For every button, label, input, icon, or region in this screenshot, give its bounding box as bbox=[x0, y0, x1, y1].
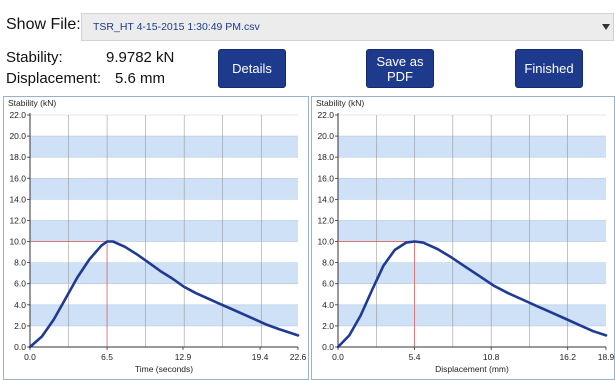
displacement-label: Displacement: bbox=[6, 70, 102, 87]
y-tick-label: 4.0 bbox=[322, 300, 334, 310]
y-tick-label: 2.0 bbox=[14, 321, 26, 331]
file-select-dropdown[interactable]: TSR_HT 4-15-2015 1:30:49 PM.csv bbox=[81, 13, 614, 41]
details-button[interactable]: Details bbox=[218, 49, 286, 88]
y-tick-label: 6.0 bbox=[14, 279, 26, 289]
grid-band bbox=[338, 220, 606, 242]
x-tick-label: 0.0 bbox=[24, 352, 36, 362]
grid-band bbox=[338, 136, 606, 158]
show-file-label: Show File: bbox=[6, 16, 81, 33]
triangle-down-icon bbox=[602, 24, 610, 30]
stability-curve bbox=[28, 240, 300, 349]
x-axis-label: Time (seconds) bbox=[135, 364, 193, 374]
y-tick-label: 12.0 bbox=[9, 215, 26, 225]
x-axis-label: Displacement (mm) bbox=[435, 364, 509, 374]
stability-vs-time-chart: 0.0 2.0 4.0 6.0 8.0 10.0 12.0 14.0 16.0 18.0 20.0 2… bbox=[3, 96, 309, 380]
y-tick-label: 20.0 bbox=[317, 131, 334, 141]
y-tick-label: 22.0 bbox=[317, 110, 334, 120]
stability-label: Stability: bbox=[6, 49, 63, 66]
file-select-value: TSR_HT 4-15-2015 1:30:49 PM.csv bbox=[93, 21, 260, 33]
x-tick-label: 0.0 bbox=[332, 352, 344, 362]
y-tick-label: 10.0 bbox=[9, 237, 26, 247]
y-tick-label: 0.0 bbox=[14, 342, 26, 352]
details-button-label: Details bbox=[232, 61, 272, 76]
y-tick-label: 16.0 bbox=[317, 173, 334, 183]
save-pdf-label-line2: PDF bbox=[387, 68, 413, 84]
y-tick-label: 8.0 bbox=[14, 258, 26, 268]
save-as-pdf-button[interactable]: Save as PDF bbox=[366, 49, 434, 88]
y-tick-label: 10.0 bbox=[317, 237, 334, 247]
x-tick-label: 16.2 bbox=[559, 352, 576, 362]
grid-band bbox=[30, 220, 298, 242]
x-tick-label: 10.8 bbox=[483, 352, 500, 362]
y-tick-label: 20.0 bbox=[9, 131, 26, 141]
x-tick-label: 12.9 bbox=[175, 352, 192, 362]
stability-vs-displacement-chart: 0.0 2.0 4.0 6.0 8.0 10.0 12.0 14.0 16.0 18.0 20.0 2… bbox=[311, 96, 615, 380]
stability-curve bbox=[336, 240, 608, 349]
grid-band bbox=[30, 178, 298, 200]
save-pdf-label-line1: Save as bbox=[376, 53, 424, 69]
grid-band bbox=[30, 304, 298, 326]
grid-band bbox=[338, 304, 606, 326]
y-tick-label: 4.0 bbox=[14, 300, 26, 310]
finished-button[interactable]: Finished bbox=[515, 49, 583, 88]
top-bar: Show File: TSR_HT 4-15-2015 1:30:49 PM.c… bbox=[0, 0, 615, 44]
y-tick-label: 14.0 bbox=[317, 194, 334, 204]
y-tick-label: 22.0 bbox=[9, 110, 26, 120]
x-tick-label: 5.4 bbox=[409, 352, 421, 362]
displacement-value: 5.6 mm bbox=[115, 70, 166, 87]
x-tick-label: 19.4 bbox=[252, 352, 269, 362]
chart-title: Stability (kN) bbox=[316, 98, 364, 108]
y-tick-label: 6.0 bbox=[322, 279, 334, 289]
y-tick-label: 8.0 bbox=[322, 258, 334, 268]
y-tick-label: 0.0 bbox=[322, 342, 334, 352]
chart-title: Stability (kN) bbox=[8, 98, 56, 108]
stability-value: 9.9782 kN bbox=[106, 49, 175, 66]
y-tick-label: 16.0 bbox=[9, 173, 26, 183]
grid-band bbox=[30, 136, 298, 158]
y-tick-label: 18.0 bbox=[9, 152, 26, 162]
y-tick-label: 2.0 bbox=[322, 321, 334, 331]
x-tick-label: 18.9 bbox=[598, 352, 615, 362]
grid-band bbox=[338, 178, 606, 200]
finished-button-label: Finished bbox=[524, 61, 574, 76]
grid-band bbox=[338, 262, 606, 284]
x-tick-label: 6.5 bbox=[101, 352, 113, 362]
y-tick-label: 12.0 bbox=[317, 215, 334, 225]
y-tick-label: 18.0 bbox=[317, 152, 334, 162]
x-tick-label: 22.6 bbox=[290, 352, 307, 362]
y-tick-label: 14.0 bbox=[9, 194, 26, 204]
